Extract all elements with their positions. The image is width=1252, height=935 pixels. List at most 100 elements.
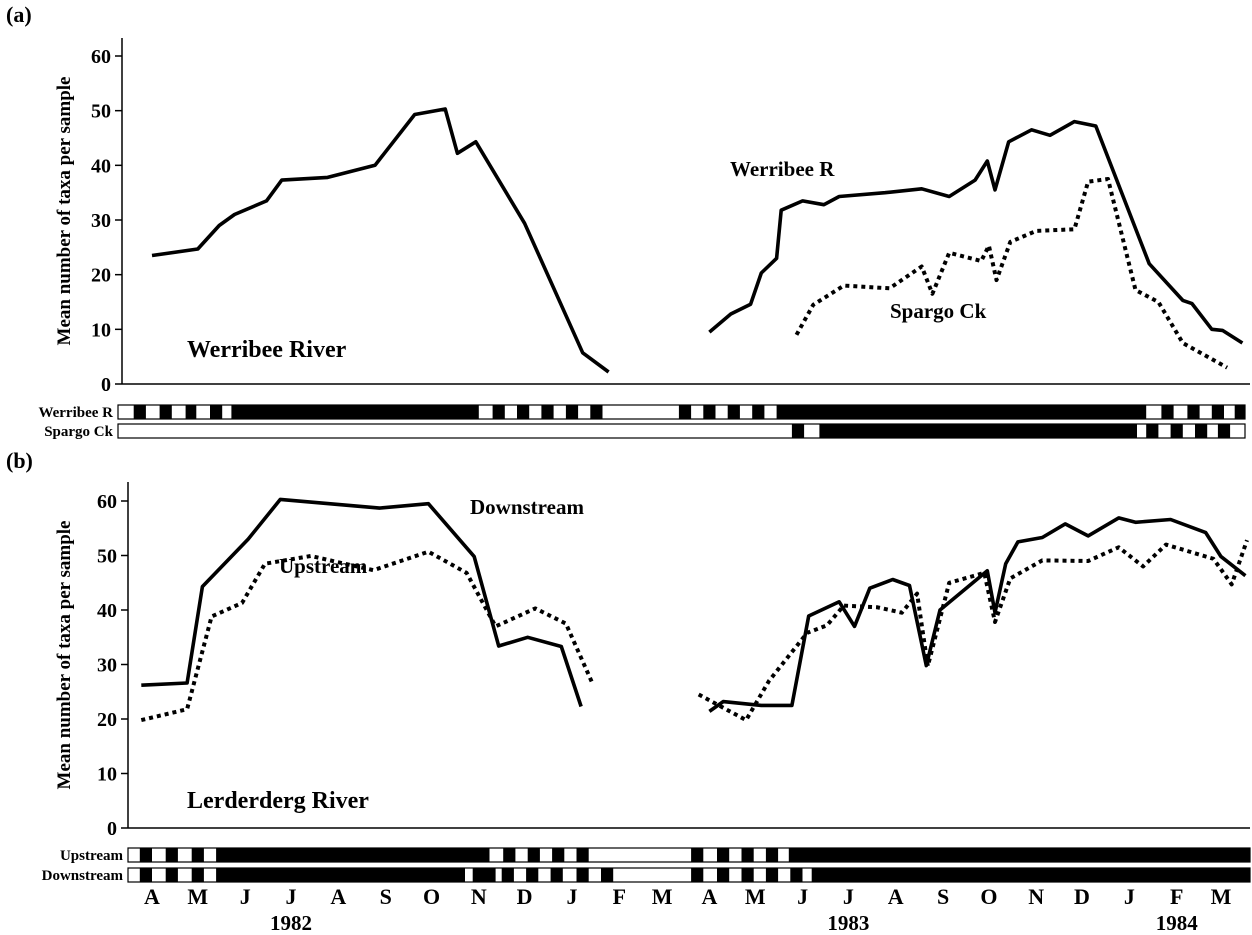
- condition-block: [765, 848, 779, 862]
- condition-block: [517, 405, 530, 419]
- condition-block: [216, 848, 490, 862]
- month-label: O: [423, 884, 440, 909]
- y-tick-label: 10: [97, 764, 117, 786]
- condition-block: [133, 405, 146, 419]
- condition-block: [788, 848, 1250, 862]
- condition-block: [501, 868, 514, 882]
- river-annotation: Werribee River: [187, 337, 347, 363]
- month-label: M: [1211, 884, 1232, 909]
- condition-block: [765, 868, 779, 882]
- month-label: S: [937, 884, 949, 909]
- condition-block: [590, 405, 603, 419]
- y-tick-label: 0: [101, 374, 111, 396]
- y-tick-label: 50: [97, 546, 117, 568]
- month-label: D: [517, 884, 533, 909]
- series-line-werribee-r: [151, 107, 610, 374]
- condition-block: [191, 848, 204, 862]
- panel-tag: (b): [6, 448, 33, 473]
- condition-bar-label: Downstream: [42, 868, 124, 884]
- condition-block: [691, 848, 704, 862]
- month-label: M: [745, 884, 766, 909]
- condition-block: [576, 848, 589, 862]
- condition-block: [231, 405, 479, 419]
- month-label: M: [652, 884, 673, 909]
- condition-block: [159, 405, 172, 419]
- month-label: J: [1124, 884, 1135, 909]
- y-tick-label: 20: [97, 709, 117, 731]
- condition-block: [527, 848, 540, 862]
- month-label: F: [613, 884, 626, 909]
- series-line-downstream: [708, 516, 1247, 713]
- condition-block: [550, 868, 563, 882]
- condition-block: [741, 848, 754, 862]
- series-line-downstream: [141, 497, 583, 708]
- month-label: J: [797, 884, 808, 909]
- condition-block: [752, 405, 765, 419]
- condition-block: [776, 405, 1147, 419]
- series-line-upstream: [140, 549, 594, 723]
- panel-a: (a) 0 10 20 30 40 50 60 Mean number of taxa per …: [6, 2, 1250, 440]
- condition-block: [552, 848, 565, 862]
- condition-block: [165, 848, 178, 862]
- condition-block: [691, 868, 704, 882]
- condition-block: [790, 868, 803, 882]
- month-label: A: [888, 884, 904, 909]
- series-label: Werribee R: [730, 157, 835, 181]
- month-label: A: [701, 884, 717, 909]
- condition-block: [576, 868, 589, 882]
- month-label: N: [1028, 884, 1044, 909]
- month-label: M: [187, 884, 208, 909]
- y-tick-label: 40: [97, 600, 117, 622]
- condition-block: [1170, 424, 1183, 438]
- year-label: 1982: [270, 911, 312, 935]
- y-tick-label: 30: [91, 210, 111, 232]
- condition-block: [727, 405, 740, 419]
- condition-block: [1234, 405, 1245, 419]
- month-label: J: [286, 884, 297, 909]
- y-tick-label: 10: [91, 319, 111, 341]
- panel-b: (b) 0 10 20 30 40 50 60 Mean number of taxa per …: [6, 448, 1251, 884]
- condition-block: [811, 868, 1250, 882]
- y-axis-label: Mean number of taxa per sample: [54, 77, 75, 346]
- condition-block: [741, 868, 754, 882]
- condition-block: [1187, 405, 1200, 419]
- y-tick-label: 0: [107, 818, 117, 840]
- series-line-upstream: [697, 539, 1249, 723]
- month-label: S: [380, 884, 392, 909]
- condition-block: [1161, 405, 1174, 419]
- month-label: A: [330, 884, 346, 909]
- month-label: N: [471, 884, 487, 909]
- condition-block: [703, 405, 716, 419]
- month-label: J: [567, 884, 578, 909]
- condition-block: [526, 868, 539, 882]
- condition-bar-label: Upstream: [60, 848, 124, 864]
- month-label: J: [843, 884, 854, 909]
- x-axis-labels: A M J J A S O N D J F M A M J J A S O N D J F M 1982 1983 1984: [144, 884, 1232, 935]
- condition-block: [210, 405, 223, 419]
- month-label: F: [1170, 884, 1183, 909]
- year-label: 1983: [827, 911, 869, 935]
- condition-block: [1217, 424, 1231, 438]
- condition-block: [1146, 424, 1159, 438]
- series-label: Upstream: [279, 554, 368, 578]
- y-axis-label: Mean number of taxa per sample: [54, 521, 75, 790]
- condition-block: [139, 868, 152, 882]
- condition-block: [185, 405, 197, 419]
- condition-block: [565, 405, 579, 419]
- river-annotation: Lerderderg River: [187, 788, 369, 814]
- month-label: J: [240, 884, 251, 909]
- condition-block: [601, 868, 614, 882]
- condition-block: [1195, 424, 1208, 438]
- y-tick-label: 50: [91, 101, 111, 123]
- condition-block: [216, 868, 465, 882]
- month-label: O: [980, 884, 997, 909]
- condition-block: [541, 405, 554, 419]
- condition-block: [492, 405, 505, 419]
- series-line-werribee-r: [708, 119, 1244, 345]
- condition-block: [165, 868, 178, 882]
- y-tick-label: 20: [91, 265, 111, 287]
- series-label: Spargo Ck: [890, 299, 987, 323]
- panel-tag: (a): [6, 2, 32, 27]
- y-tick-label: 60: [97, 491, 117, 513]
- condition-block: [1211, 405, 1224, 419]
